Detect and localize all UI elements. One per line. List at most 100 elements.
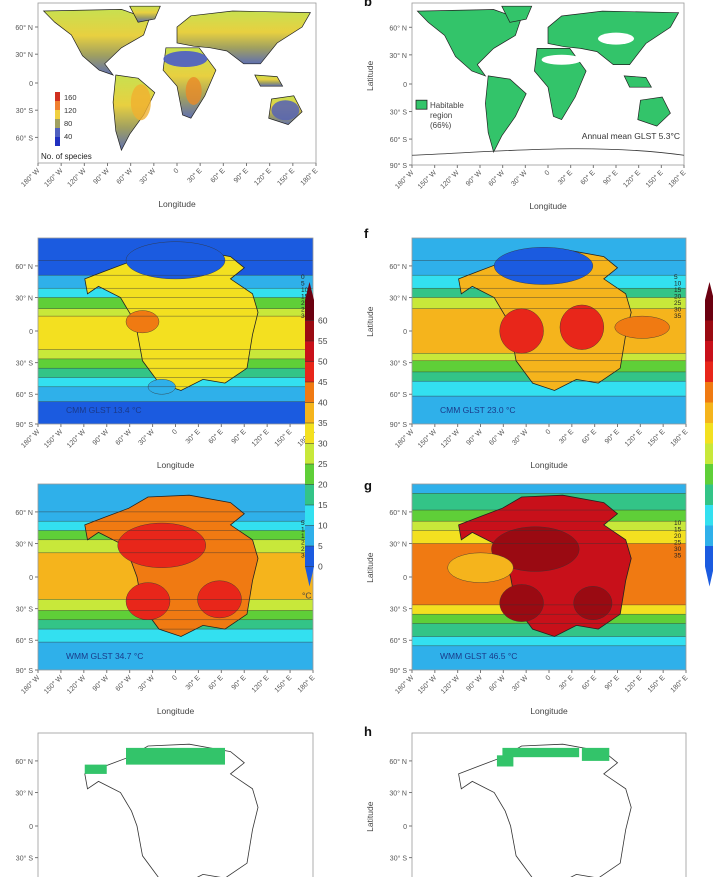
- colorbar-segment: [705, 382, 713, 403]
- colorbar-segment: [305, 402, 314, 423]
- contour-label: 10: [674, 280, 682, 287]
- axes: 60° N 30° N 0 30° S Latitude: [365, 732, 687, 882]
- lon-tick-label: 30° W: [510, 168, 529, 187]
- contour-label: 35: [674, 313, 682, 320]
- lat-tick-label: 60° S: [16, 637, 34, 645]
- y-axis-label: Latitude: [365, 801, 375, 832]
- legend-color-step: [55, 119, 60, 128]
- contour-label: 20: [674, 293, 682, 300]
- lon-tick-label: 30° E: [557, 674, 575, 692]
- lat-tick-label: 30° N: [389, 790, 407, 798]
- temperature-band: [412, 484, 686, 494]
- temperature-band: [38, 401, 313, 424]
- colorbar-segment: [305, 300, 314, 321]
- colorbar-segment: [705, 423, 713, 444]
- lon-tick-label: 90° W: [92, 166, 111, 185]
- lon-tick-label: 120° W: [439, 427, 461, 449]
- lat-tick-label: 60° S: [390, 637, 408, 645]
- habitable-continent: [485, 75, 527, 153]
- lat-tick-label: 90° S: [390, 421, 408, 429]
- temperature-contour-region: [559, 304, 605, 350]
- contour-label: 25: [674, 300, 682, 307]
- habitable-region-map-future-left: 60° N 30° N 0 30° S: [15, 732, 314, 882]
- contour-label: 0: [301, 274, 305, 281]
- lat-tick-label: 90° S: [16, 421, 34, 429]
- lat-tick-label: 30° S: [16, 360, 34, 368]
- lon-tick-label: 60° W: [114, 427, 133, 446]
- contour-label: 10: [301, 526, 309, 533]
- colorbar-tick-label: 45: [318, 377, 328, 387]
- glst-annotation: CMM GLST 13.4 °C: [66, 405, 142, 415]
- legend-tick-label: 120: [64, 106, 77, 115]
- lat-tick-label: 0: [29, 329, 33, 336]
- colorbar-segment: [705, 361, 713, 382]
- lat-tick-label: 30° S: [390, 109, 408, 117]
- colorbar-tick-label: 40: [318, 398, 328, 408]
- lon-tick-label: 30° W: [137, 673, 156, 692]
- y-axis-label: Latitude: [365, 306, 375, 337]
- colorbar-segment: [305, 505, 314, 526]
- lon-tick-label: 120° E: [250, 428, 271, 449]
- legend-tick-label: 80: [64, 119, 72, 128]
- y-axis-label: Latitude: [365, 61, 375, 92]
- lon-tick-label: 90° E: [603, 428, 621, 446]
- lon-tick-label: 30° W: [138, 166, 157, 185]
- panel-label-b: b: [364, 0, 372, 9]
- legend-color-step: [55, 128, 60, 137]
- colorbar-segment: [705, 402, 713, 423]
- lon-tick-label: 180° W: [393, 427, 415, 449]
- glst-annotation: WMM GLST 46.5 °C: [440, 651, 517, 661]
- colorbar-segment: [305, 484, 314, 505]
- lon-tick-label: 0: [171, 428, 179, 436]
- lon-tick-label: 60° E: [580, 674, 598, 692]
- contour-label: 5: [301, 280, 305, 287]
- colorbar-segment: [305, 361, 314, 382]
- lon-tick-label: 90° E: [602, 169, 620, 187]
- lat-tick-label: 60° N: [389, 263, 407, 271]
- temperature-field: [38, 238, 313, 424]
- lat-tick-label: 30° S: [390, 606, 408, 614]
- habitable-continent: [637, 96, 671, 127]
- lon-tick-label: 120° W: [439, 168, 461, 190]
- lon-tick-label: 0: [171, 674, 179, 682]
- continent-shape: [129, 5, 161, 23]
- colorbar-tick-label: 25: [318, 459, 328, 469]
- temperature-contour-region: [117, 522, 206, 568]
- lat-tick-label: 0: [403, 575, 407, 582]
- habitable-patch: [126, 747, 225, 765]
- legend-tick-label: 40: [64, 132, 72, 141]
- lon-tick-label: 120° E: [623, 674, 644, 695]
- lat-tick-label: 0: [29, 824, 33, 831]
- lon-tick-label: 150° W: [42, 427, 64, 449]
- lon-tick-label: 150° E: [646, 428, 667, 449]
- future-habitable-field: [84, 743, 259, 882]
- lon-tick-label: 180° E: [296, 674, 317, 695]
- temperature-colorbar-right: [705, 282, 713, 587]
- lon-tick-label: 0: [544, 169, 552, 177]
- colorbar-segment: [705, 546, 713, 567]
- lon-tick-label: 120° E: [622, 169, 643, 190]
- panel-label-h: h: [364, 724, 372, 739]
- lon-tick-label: 180° E: [669, 428, 690, 449]
- x-axis-label: Longitude: [530, 460, 568, 470]
- lon-tick-label: 150° E: [644, 169, 665, 190]
- lat-tick-label: 0: [29, 575, 33, 582]
- lat-tick-label: 0: [403, 329, 407, 336]
- temperature-band: [412, 396, 686, 424]
- colorbar-tick-label: 0: [318, 562, 323, 572]
- habitable-patch: [502, 747, 580, 758]
- colorbar-segment: [305, 525, 314, 546]
- pangea-ultima-landmass: [84, 248, 259, 391]
- lon-tick-label: 0: [173, 167, 181, 175]
- temperature-contour-region: [573, 586, 613, 620]
- pangea-ultima-outline: [84, 743, 259, 882]
- lat-tick-label: 30° N: [15, 541, 33, 549]
- lat-tick-label: 30° S: [16, 107, 34, 115]
- lon-tick-label: 150° E: [273, 674, 294, 695]
- legend-color-step: [55, 110, 60, 119]
- colorbar-segment: [705, 525, 713, 546]
- non-habitable-patch: [598, 32, 634, 45]
